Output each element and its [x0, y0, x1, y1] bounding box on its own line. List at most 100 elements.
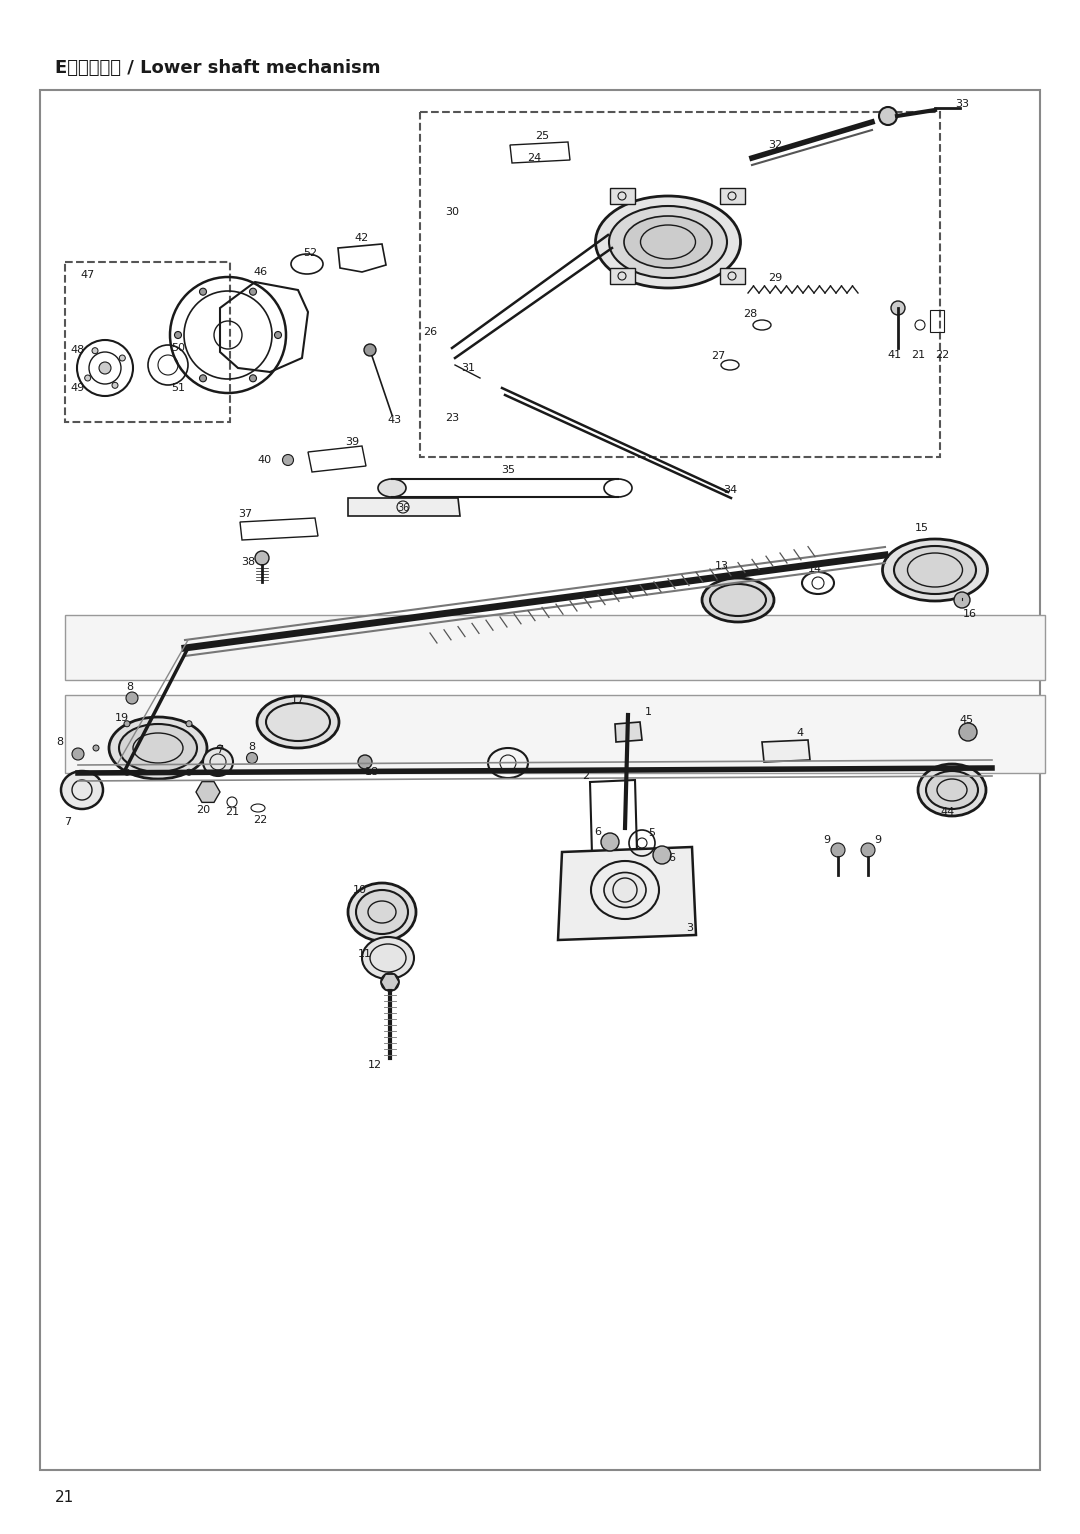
Circle shape — [381, 973, 399, 991]
Circle shape — [126, 692, 138, 704]
Text: 31: 31 — [461, 364, 475, 373]
Ellipse shape — [624, 216, 712, 268]
Circle shape — [600, 833, 619, 851]
Circle shape — [274, 331, 282, 339]
Circle shape — [831, 844, 845, 858]
Text: 39: 39 — [345, 437, 359, 446]
Circle shape — [861, 844, 875, 858]
Text: 11: 11 — [357, 950, 372, 959]
Ellipse shape — [609, 206, 727, 278]
Ellipse shape — [702, 578, 774, 621]
Text: 20: 20 — [195, 805, 211, 815]
Ellipse shape — [918, 764, 986, 816]
Text: 33: 33 — [955, 100, 969, 109]
Text: 8: 8 — [248, 742, 256, 752]
Text: 10: 10 — [353, 885, 367, 894]
Circle shape — [255, 551, 269, 565]
Circle shape — [99, 362, 111, 374]
Text: E．下轴装置 / Lower shaft mechanism: E．下轴装置 / Lower shaft mechanism — [55, 58, 380, 77]
Circle shape — [364, 344, 376, 356]
Circle shape — [175, 331, 181, 339]
Text: 37: 37 — [238, 509, 252, 518]
Text: 27: 27 — [711, 351, 725, 360]
Text: 21: 21 — [55, 1491, 75, 1505]
Bar — [420, 112, 940, 457]
Ellipse shape — [348, 884, 416, 940]
Text: 9: 9 — [823, 834, 831, 845]
Bar — [65, 262, 230, 422]
Text: 50: 50 — [171, 344, 185, 353]
Text: 46: 46 — [253, 267, 267, 278]
Text: 26: 26 — [423, 327, 437, 337]
Text: 43: 43 — [388, 416, 402, 425]
Circle shape — [653, 845, 671, 864]
Text: 34: 34 — [723, 485, 737, 495]
Circle shape — [124, 769, 130, 775]
Polygon shape — [381, 974, 399, 989]
Text: 21: 21 — [225, 807, 239, 818]
Ellipse shape — [378, 479, 406, 497]
Ellipse shape — [926, 772, 978, 808]
Circle shape — [92, 348, 98, 354]
Ellipse shape — [60, 772, 103, 808]
Bar — [720, 268, 745, 284]
Circle shape — [186, 769, 192, 775]
Ellipse shape — [257, 696, 339, 749]
Bar — [610, 189, 635, 204]
Polygon shape — [762, 739, 810, 762]
Circle shape — [891, 301, 905, 314]
Text: 28: 28 — [743, 308, 757, 319]
Ellipse shape — [356, 890, 408, 934]
Ellipse shape — [591, 861, 659, 919]
Ellipse shape — [595, 196, 741, 288]
Ellipse shape — [109, 716, 207, 779]
Polygon shape — [558, 847, 696, 940]
Circle shape — [959, 723, 977, 741]
Text: 14: 14 — [808, 565, 822, 574]
Ellipse shape — [119, 724, 197, 772]
Text: 48: 48 — [71, 345, 85, 354]
Text: 17: 17 — [291, 695, 305, 706]
Text: 22: 22 — [253, 815, 267, 825]
Text: 16: 16 — [963, 609, 977, 620]
Text: 23: 23 — [445, 413, 459, 423]
Circle shape — [119, 354, 125, 360]
Text: 6: 6 — [669, 853, 675, 864]
Text: 30: 30 — [445, 207, 459, 216]
Circle shape — [283, 454, 294, 465]
Circle shape — [112, 382, 118, 388]
Bar — [930, 310, 944, 331]
Circle shape — [954, 592, 970, 607]
Circle shape — [72, 749, 84, 759]
Text: 5: 5 — [648, 828, 656, 838]
Text: 21: 21 — [910, 350, 926, 360]
Text: 29: 29 — [768, 273, 782, 282]
Bar — [610, 268, 635, 284]
Text: 15: 15 — [915, 523, 929, 532]
Circle shape — [93, 746, 99, 752]
Ellipse shape — [882, 538, 987, 601]
Text: 52: 52 — [302, 249, 318, 258]
Text: 19: 19 — [114, 713, 130, 723]
Text: 1: 1 — [645, 707, 651, 716]
Polygon shape — [195, 782, 220, 802]
Ellipse shape — [362, 937, 414, 979]
Circle shape — [357, 755, 372, 769]
Text: 22: 22 — [935, 350, 949, 360]
Bar — [65, 615, 1045, 680]
Text: 35: 35 — [501, 465, 515, 476]
Text: 32: 32 — [768, 140, 782, 150]
Circle shape — [879, 107, 897, 124]
Text: 45: 45 — [959, 715, 973, 726]
Text: 13: 13 — [715, 561, 729, 571]
Text: 42: 42 — [355, 233, 369, 242]
Ellipse shape — [203, 749, 233, 776]
Text: 8: 8 — [56, 736, 64, 747]
Text: 6: 6 — [594, 827, 602, 838]
Text: 49: 49 — [71, 384, 85, 393]
Text: 47: 47 — [81, 270, 95, 281]
Text: 41: 41 — [888, 350, 902, 360]
Circle shape — [249, 288, 257, 295]
Text: 24: 24 — [527, 153, 541, 163]
Text: 12: 12 — [368, 1060, 382, 1071]
